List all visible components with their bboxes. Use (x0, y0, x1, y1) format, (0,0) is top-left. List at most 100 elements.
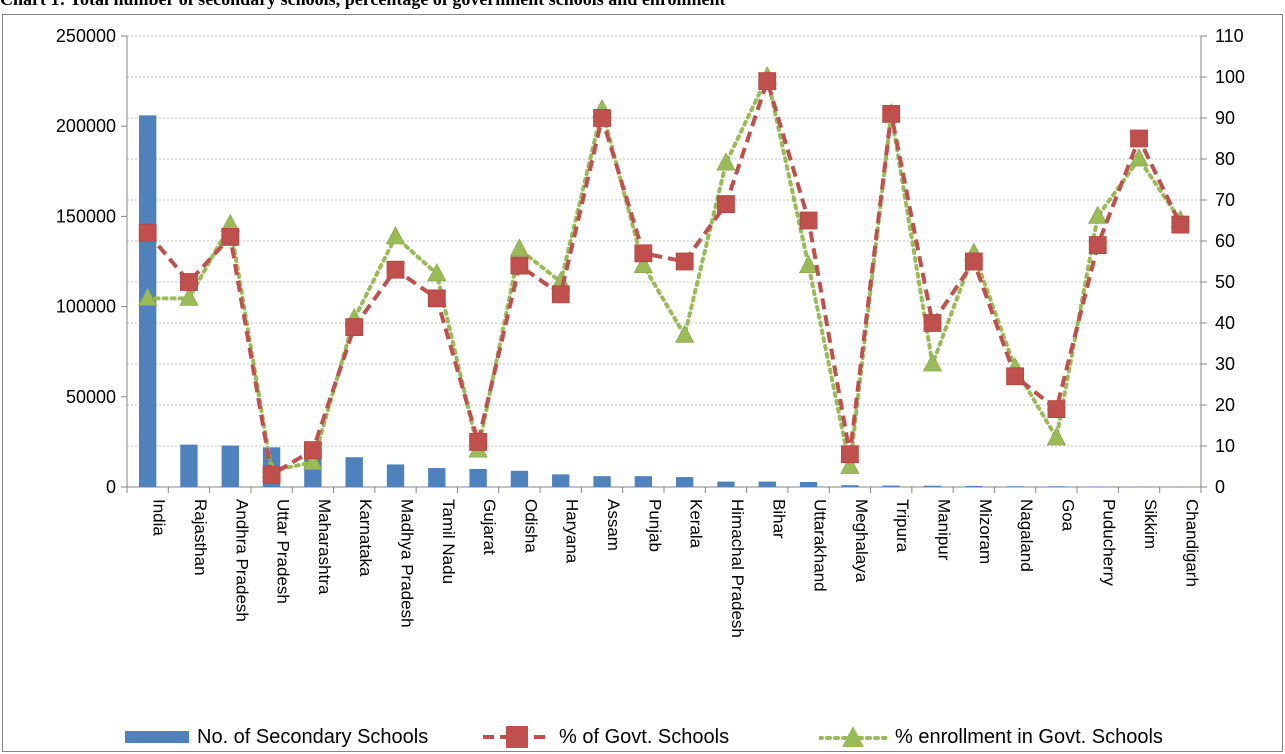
govt-schools-marker (799, 211, 818, 230)
enrollment-marker (427, 262, 447, 282)
x-tick-label: Rajasthan (191, 499, 210, 576)
govt-schools-marker (427, 289, 446, 308)
enrollment-marker (385, 226, 406, 245)
x-tick-label: Kerala (687, 499, 706, 549)
bar (345, 457, 363, 487)
govt-schools-marker (840, 445, 859, 464)
govt-schools-marker (758, 72, 777, 90)
govt-schools-marker (345, 318, 364, 337)
x-tick-label: Uttarakhand (811, 499, 830, 592)
left-tick-label: 200000 (56, 116, 116, 136)
right-tick-label: 10 (1215, 436, 1235, 456)
bar (799, 481, 818, 487)
enrollment-marker (922, 353, 943, 372)
govt-schools-marker (262, 465, 281, 484)
bar (1047, 486, 1066, 487)
legend-swatch-bar (125, 731, 189, 743)
left-tick-label: 0 (106, 477, 116, 497)
bar (634, 476, 653, 487)
chart-plot: 0 50000 100000 150000 200000 250000 0 10 20 30 40 5… (56, 26, 1245, 638)
legend-swatch-line-square (483, 726, 551, 748)
govt-schools-marker (551, 285, 570, 304)
bar (221, 445, 239, 487)
right-tick-label: 100 (1215, 67, 1245, 87)
right-tick-label: 0 (1215, 477, 1225, 497)
right-tick-label: 40 (1215, 313, 1235, 333)
bar (510, 470, 529, 487)
bar (593, 476, 611, 487)
x-tick-label: Goa (1058, 499, 1077, 532)
right-tick-label: 110 (1215, 26, 1244, 46)
govt-schools-marker (923, 314, 942, 332)
x-tick-label: Karnataka (356, 499, 375, 577)
right-tick-label: 20 (1215, 395, 1235, 415)
enrollment-marker (1129, 148, 1149, 167)
bar (386, 464, 405, 487)
right-tick-label: 30 (1215, 354, 1235, 374)
govt-schools-marker (675, 252, 694, 271)
right-tick-label: 70 (1215, 190, 1235, 210)
enrollment-marker (1088, 205, 1108, 224)
legend-item-govt-enrollment: % enrollment in Govt. Schools (819, 723, 1163, 751)
govt-schools-marker (882, 105, 901, 123)
bar (882, 485, 900, 487)
enrollment-marker (798, 254, 819, 274)
x-tick-label: India (150, 499, 169, 536)
x-tick-label: Uttar Pradesh (274, 499, 293, 604)
x-tick-label: Punjab (645, 499, 664, 552)
legend-label: No. of Secondary Schools (197, 725, 429, 748)
left-tick-label: 100000 (56, 297, 116, 317)
govt-schools-marker (717, 195, 735, 214)
bar (923, 485, 942, 487)
chart-area: 0 50000 100000 150000 200000 250000 0 10 20 30 40 5… (2, 14, 1283, 752)
x-tick-label: Nagaland (1017, 499, 1036, 572)
bar (428, 468, 446, 487)
x-tick-label: Haryana (563, 499, 582, 564)
enrollment-marker (509, 238, 530, 257)
x-tick-label: Andhra Pradesh (232, 499, 251, 622)
x-tick-label: Tamil Nadu (439, 499, 458, 584)
enrollment-marker (1046, 426, 1067, 446)
bar (965, 485, 983, 487)
left-tick-label: 250000 (56, 26, 116, 46)
legend-item-secondary-schools: No. of Secondary Schools (125, 723, 428, 751)
govt-schools-marker (1088, 236, 1107, 255)
bar (180, 444, 198, 487)
govt-schools-marker (1130, 129, 1148, 148)
x-tick-label: Assam (604, 499, 623, 551)
govt-schools-marker (180, 273, 198, 291)
legend-swatch-line-triangle (819, 726, 887, 747)
govt-schools-marker (1171, 215, 1190, 234)
bar (552, 474, 570, 487)
left-tick-label: 150000 (56, 206, 116, 226)
x-tick-label: Tripura (893, 499, 912, 553)
govt-schools-marker (138, 223, 157, 242)
x-tick-label: Madhya Pradesh (398, 499, 417, 628)
right-tick-label: 90 (1215, 108, 1235, 128)
bar (469, 468, 487, 487)
x-tick-label: Himachal Pradesh (728, 499, 747, 638)
govt-schools-marker (386, 260, 405, 279)
x-tick-label: Sikkim (1141, 499, 1160, 549)
enrollment-marker (840, 455, 860, 474)
x-tick-label: Puducherry (1100, 499, 1119, 586)
govt-schools-marker (1006, 367, 1025, 386)
x-tick-label: Bihar (769, 499, 788, 539)
x-tick-label: Manipur (935, 499, 954, 561)
enrollment-marker (716, 152, 736, 171)
bar (1006, 486, 1024, 487)
enrollment-marker (674, 324, 695, 343)
legend-item-govt-schools: % of Govt. Schools (483, 723, 729, 751)
bar (841, 485, 859, 487)
right-tick-label: 60 (1215, 231, 1235, 251)
x-tick-label: Chandigarh (1182, 499, 1201, 587)
govt-schools-line (146, 74, 1183, 478)
govt-schools-marker (964, 252, 983, 271)
legend-label: % enrollment in Govt. Schools (895, 725, 1163, 748)
bar (675, 477, 694, 487)
enrollment-marker (303, 451, 323, 470)
enrollment-line (145, 70, 1183, 473)
govt-schools-marker (510, 256, 529, 275)
govt-schools-marker (1047, 400, 1066, 419)
govt-schools-marker (469, 432, 488, 451)
